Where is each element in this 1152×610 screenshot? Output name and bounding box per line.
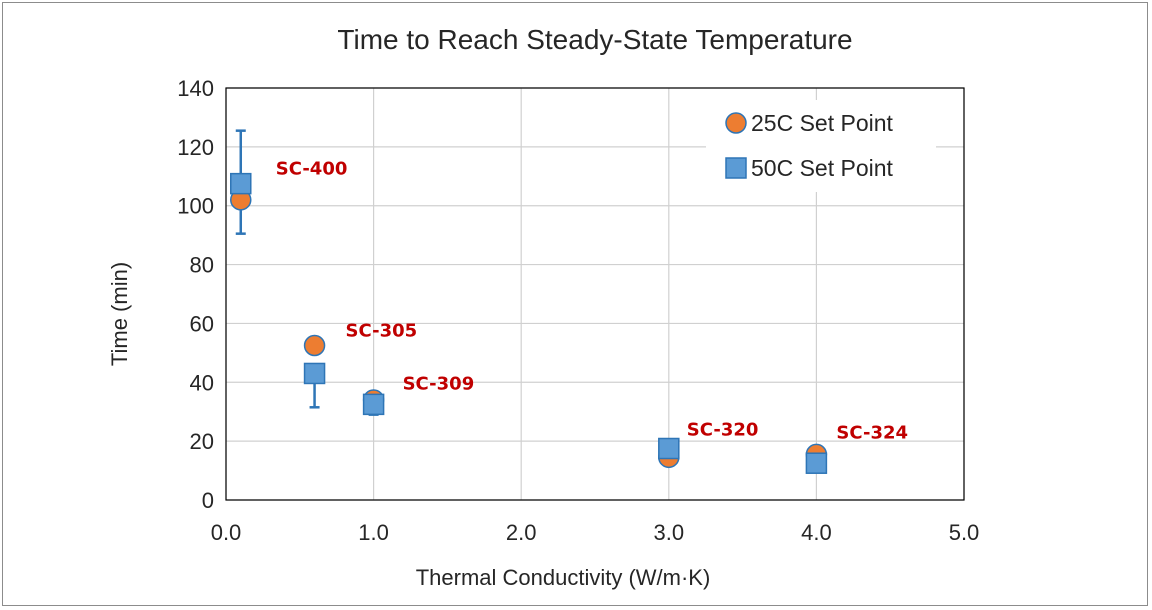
y-tick-label: 80 [190, 253, 214, 278]
x-tick-label: 0.0 [211, 520, 242, 545]
data-point-circle [303, 334, 326, 357]
x-tick-label: 4.0 [801, 520, 832, 545]
y-tick-label: 140 [177, 76, 214, 101]
x-axis-label: Thermal Conductivity (W/m·K) [416, 565, 711, 590]
x-tick-label: 5.0 [949, 520, 980, 545]
point-label: SC-305 [346, 321, 418, 342]
x-tick-label: 3.0 [654, 520, 685, 545]
y-tick-label: 0 [202, 488, 214, 513]
x-tick-label: 1.0 [358, 520, 389, 545]
y-tick-label: 60 [190, 311, 214, 336]
y-tick-labels: 0 20 40 60 80 100 120 140 [177, 76, 214, 513]
point-annotations: SC-400 SC-305 SC-309 SC-320 SC-324 [276, 159, 908, 444]
data-point-square [658, 437, 680, 460]
y-tick-label: 120 [177, 135, 214, 160]
legend-label: 50C Set Point [751, 155, 894, 181]
x-tick-labels: 0.0 1.0 2.0 3.0 4.0 5.0 [211, 520, 980, 545]
y-tick-label: 100 [177, 194, 214, 219]
plot-area [225, 87, 965, 501]
point-label: SC-324 [836, 422, 908, 443]
y-axis-label: Time (min) [107, 262, 132, 366]
legend-label: 25C Set Point [751, 110, 894, 136]
x-tick-label: 2.0 [506, 520, 537, 545]
data-point-square [362, 393, 385, 416]
legend: 25C Set Point 50C Set Point [706, 100, 936, 192]
point-label: SC-400 [276, 159, 348, 180]
legend-square-marker [725, 157, 747, 179]
data-point-square [303, 362, 326, 385]
y-tick-label: 40 [190, 370, 214, 395]
legend-circle-marker [725, 112, 747, 134]
y-tick-label: 20 [190, 429, 214, 454]
chart-title: Time to Reach Steady-State Temperature [337, 24, 852, 55]
data-points [230, 172, 828, 474]
data-point-square [230, 172, 252, 195]
data-point-square [805, 452, 828, 474]
point-label: SC-320 [687, 420, 759, 441]
point-label: SC-309 [403, 373, 475, 394]
